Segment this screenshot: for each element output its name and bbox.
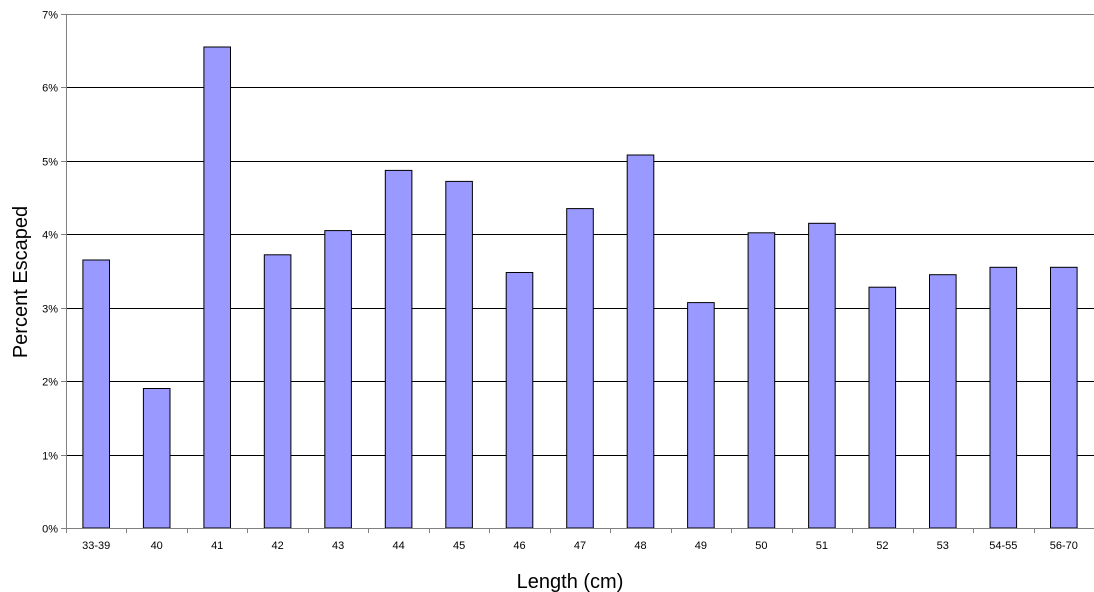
y-axis-title: Percent Escaped xyxy=(10,206,32,358)
x-tick-label: 43 xyxy=(332,540,344,552)
bar xyxy=(808,222,836,529)
bars xyxy=(82,46,1078,529)
y-tick-label: 3% xyxy=(42,304,58,316)
x-tick-label: 45 xyxy=(453,540,465,552)
x-tick-label: 42 xyxy=(271,540,283,552)
x-axis-title: Length (cm) xyxy=(517,571,624,592)
bar xyxy=(566,208,594,529)
y-tick-label: 4% xyxy=(42,230,58,242)
bar xyxy=(1050,266,1078,529)
bar xyxy=(747,232,776,529)
x-tick-label: 46 xyxy=(513,540,525,552)
bar xyxy=(929,274,957,529)
bar xyxy=(445,180,473,529)
x-tick-label: 56-70 xyxy=(1050,540,1078,552)
bar xyxy=(384,169,413,529)
x-tick-label: 50 xyxy=(755,540,767,552)
bar xyxy=(324,230,352,529)
y-tick-label: 2% xyxy=(42,377,58,389)
bar xyxy=(203,46,231,529)
x-tick-label: 47 xyxy=(574,540,586,552)
bar xyxy=(989,266,1018,529)
bar xyxy=(142,388,171,529)
x-tick-label: 49 xyxy=(695,540,707,552)
y-tick-label: 5% xyxy=(42,157,58,169)
bar xyxy=(82,259,111,529)
bar xyxy=(626,154,655,529)
x-tick-label: 40 xyxy=(151,540,163,552)
bar xyxy=(868,286,897,529)
y-tick-labels: 0% 1% 2% 3% 4% 5% 6% 7% xyxy=(42,10,58,536)
axes xyxy=(61,14,1094,533)
y-tick-label: 0% xyxy=(42,524,58,536)
bar xyxy=(687,302,715,529)
x-tick-label: 44 xyxy=(392,540,404,552)
y-tick-label: 1% xyxy=(42,451,58,463)
x-tick-label: 54-55 xyxy=(989,540,1017,552)
x-tick-label: 48 xyxy=(634,540,646,552)
bar xyxy=(505,272,534,529)
x-tick-label: 33-39 xyxy=(82,540,110,552)
x-tick-label: 51 xyxy=(816,540,828,552)
x-tick-label: 52 xyxy=(876,540,888,552)
x-tick-labels: 33-39 40 41 42 43 44 45 46 47 48 49 50 51 52 53 54-55 56… xyxy=(82,540,1078,552)
y-tick-label: 6% xyxy=(42,83,58,95)
bar xyxy=(263,254,292,529)
x-tick-label: 41 xyxy=(211,540,223,552)
y-tick-label: 7% xyxy=(42,10,58,22)
x-tick-label: 53 xyxy=(937,540,949,552)
